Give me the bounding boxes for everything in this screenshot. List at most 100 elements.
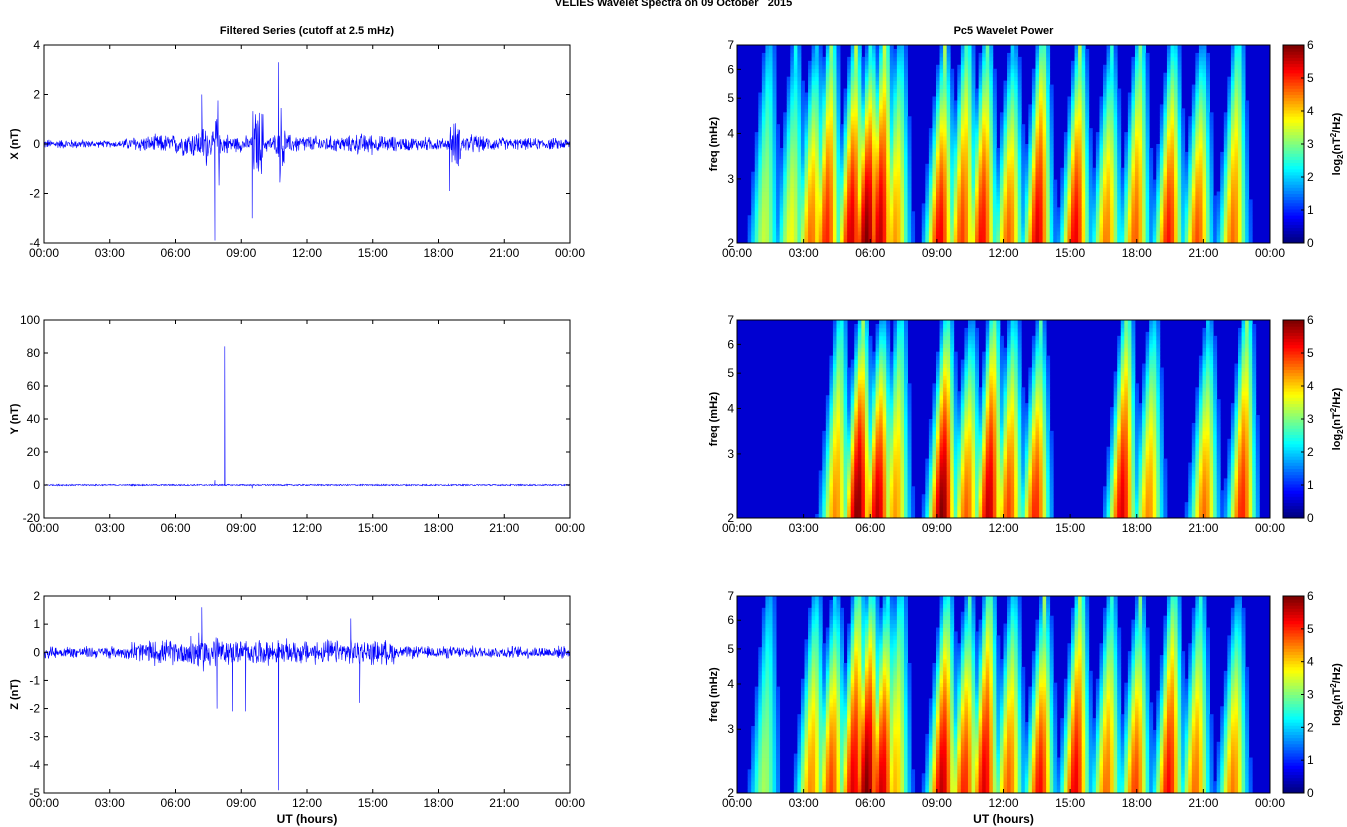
heat-cell	[882, 223, 887, 228]
heat-cell	[992, 171, 997, 177]
heat-cell	[840, 235, 844, 240]
heat-cell	[1145, 183, 1150, 188]
heat-cell	[999, 183, 1004, 188]
heat-cell	[960, 151, 965, 157]
heat-cell	[843, 159, 848, 165]
heat-cell	[1106, 80, 1111, 85]
heat-cell	[1003, 116, 1008, 121]
heat-cell	[829, 203, 834, 208]
heat-cell	[829, 231, 834, 236]
heat-cell	[847, 219, 852, 224]
heat-cell	[1074, 84, 1079, 89]
heat-cell	[992, 116, 997, 121]
heat-cell	[811, 116, 816, 121]
heat-cell	[864, 183, 869, 188]
heat-cell	[1007, 151, 1011, 157]
heat-cell	[804, 195, 809, 200]
heat-cell	[761, 235, 766, 240]
heat-cell	[1014, 104, 1019, 109]
heat-cell	[893, 112, 898, 117]
heat-cell	[1071, 60, 1075, 66]
heat-cell	[1035, 136, 1040, 141]
heat-cell	[950, 235, 955, 240]
heat-cell	[758, 124, 763, 129]
heat-cell	[1102, 144, 1107, 149]
heat-cell	[772, 203, 777, 208]
heat-cell	[808, 183, 813, 188]
heat-cell	[946, 227, 951, 232]
heat-cell	[1039, 144, 1043, 149]
heat-cell	[1046, 80, 1051, 85]
heat-cell	[1159, 215, 1164, 220]
heat-cell	[893, 124, 898, 129]
heat-cell	[879, 76, 884, 82]
heat-cell	[1010, 132, 1015, 137]
heat-cell	[1117, 219, 1122, 224]
heat-cell	[1078, 64, 1083, 70]
heat-cell	[832, 179, 837, 184]
heat-cell	[829, 76, 834, 82]
heat-cell	[1035, 187, 1040, 192]
heat-cell	[1142, 191, 1147, 196]
heat-cell	[1007, 116, 1011, 121]
heat-cell	[889, 155, 894, 161]
y-axis-label: Y (nT)	[9, 403, 21, 434]
heat-cell	[967, 108, 972, 113]
heat-cell	[861, 108, 866, 113]
heat-cell	[975, 104, 980, 109]
heat-cell	[836, 227, 841, 232]
heat-cell	[1003, 147, 1008, 153]
heat-cell	[1138, 88, 1143, 93]
heat-cell	[783, 211, 788, 216]
heat-cell	[776, 163, 781, 169]
heat-cell	[978, 211, 983, 216]
heat-cell	[1106, 56, 1111, 62]
heat-cell	[896, 116, 901, 121]
heat-cell	[939, 183, 944, 188]
heat-cell	[925, 167, 930, 173]
heat-cell	[935, 239, 940, 244]
heat-cell	[1021, 124, 1026, 129]
heat-cell	[1106, 207, 1111, 212]
heat-cell	[1063, 183, 1068, 188]
heat-cell	[1035, 235, 1040, 240]
heat-cell	[1156, 163, 1161, 169]
heat-cell	[889, 124, 894, 129]
heat-cell	[1166, 92, 1171, 97]
heat-cell	[939, 132, 944, 137]
heat-cell	[946, 159, 951, 165]
heat-cell	[1039, 231, 1043, 236]
heat-cell	[1017, 211, 1022, 216]
heat-cell	[1049, 128, 1054, 133]
heat-cell	[1110, 140, 1115, 145]
heat-cell	[1142, 235, 1147, 240]
heat-cell	[1149, 195, 1154, 200]
heat-cell	[1110, 136, 1115, 141]
heat-cell	[854, 120, 859, 125]
heat-cell	[800, 84, 805, 89]
heat-cell	[1113, 60, 1118, 66]
heat-cell	[1159, 159, 1164, 165]
heat-cell	[804, 128, 809, 133]
heat-cell	[1078, 45, 1083, 50]
heat-cell	[1035, 45, 1040, 50]
heat-cell	[843, 132, 848, 137]
heat-cell	[836, 171, 841, 177]
heat-cell	[1102, 171, 1107, 177]
heat-cell	[875, 203, 880, 208]
heat-cell	[893, 88, 898, 93]
heat-cell	[868, 108, 873, 113]
heat-cell	[964, 175, 969, 181]
series-line	[44, 346, 571, 489]
heat-cell	[1099, 215, 1104, 220]
heat-cell	[1039, 56, 1043, 62]
heat-cell	[761, 88, 766, 93]
heat-cell	[864, 219, 869, 224]
heat-cell	[868, 112, 873, 117]
heat-cell	[822, 227, 827, 232]
heat-cell	[879, 191, 884, 196]
heat-cell	[779, 223, 784, 228]
heat-cell	[1159, 108, 1164, 113]
heat-cell	[1035, 64, 1040, 70]
heat-cell	[1003, 231, 1008, 236]
